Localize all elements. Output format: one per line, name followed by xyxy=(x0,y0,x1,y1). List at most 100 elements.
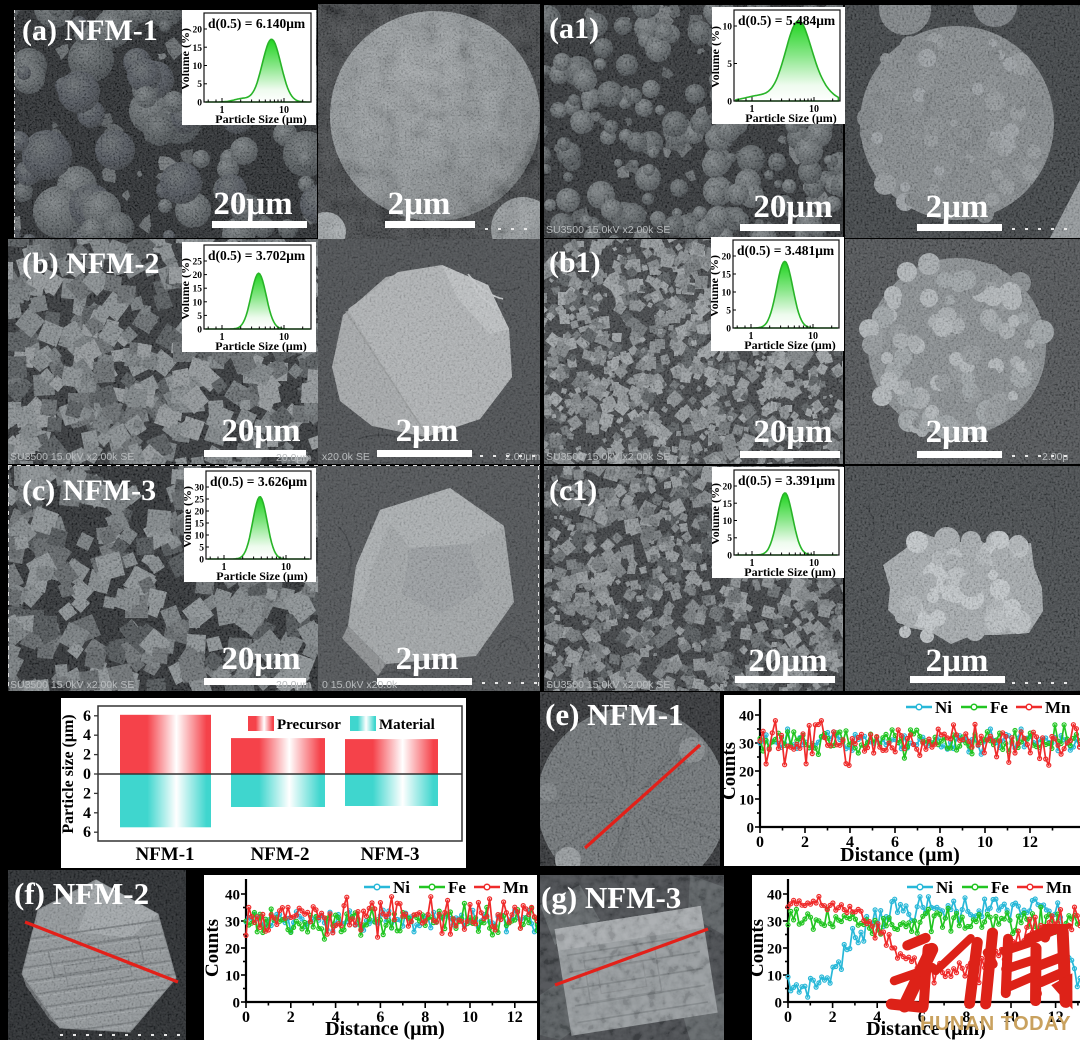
svg-text:30: 30 xyxy=(195,484,205,494)
svg-text:6: 6 xyxy=(83,708,91,725)
svg-text:20: 20 xyxy=(739,765,754,781)
svg-text:10: 10 xyxy=(722,289,732,299)
svg-text:20: 20 xyxy=(225,942,240,958)
svg-text:Volume (%): Volume (%) xyxy=(712,483,722,545)
svg-text:1: 1 xyxy=(750,558,755,569)
svg-text:10: 10 xyxy=(739,793,754,809)
svg-text:1: 1 xyxy=(220,105,225,116)
svg-text:Mn: Mn xyxy=(1046,878,1072,897)
svg-text:5: 5 xyxy=(727,534,732,544)
svg-text:0: 0 xyxy=(197,326,202,336)
svg-text:15: 15 xyxy=(722,271,732,281)
svg-text:10: 10 xyxy=(767,969,782,985)
svg-text:1: 1 xyxy=(222,562,227,573)
svg-text:d(0.5) = 3.626μm: d(0.5) = 3.626μm xyxy=(210,474,308,489)
svg-text:d(0.5) = 6.140μm: d(0.5) = 6.140μm xyxy=(208,16,306,31)
svg-text:2: 2 xyxy=(801,834,809,851)
svg-text:d(0.5) = 3.481μm: d(0.5) = 3.481μm xyxy=(737,243,835,258)
svg-text:Distance (μm): Distance (μm) xyxy=(325,1018,445,1040)
svg-text:Particle Size (μm): Particle Size (μm) xyxy=(744,565,835,578)
svg-text:0: 0 xyxy=(747,821,755,837)
svg-text:12: 12 xyxy=(1048,1009,1064,1026)
svg-text:6: 6 xyxy=(918,1009,926,1026)
svg-text:Particle size (μm): Particle size (μm) xyxy=(61,714,77,833)
svg-text:5: 5 xyxy=(197,80,202,90)
svg-text:Material: Material xyxy=(379,717,435,733)
svg-text:0: 0 xyxy=(727,98,732,108)
svg-text:Ni: Ni xyxy=(393,878,410,897)
svg-text:10: 10 xyxy=(225,969,240,985)
svg-text:Fe: Fe xyxy=(448,878,466,897)
svg-text:10: 10 xyxy=(279,105,289,116)
svg-text:25: 25 xyxy=(193,258,203,268)
svg-text:4: 4 xyxy=(846,834,854,851)
svg-text:0: 0 xyxy=(756,834,764,851)
svg-text:NFM-3: NFM-3 xyxy=(360,844,419,865)
svg-text:2: 2 xyxy=(83,785,91,802)
svg-text:Volume (%): Volume (%) xyxy=(184,486,194,548)
svg-text:0: 0 xyxy=(83,766,91,783)
svg-text:10: 10 xyxy=(193,298,203,308)
svg-text:10: 10 xyxy=(462,1009,478,1026)
svg-text:20: 20 xyxy=(722,253,732,263)
svg-text:5: 5 xyxy=(726,307,731,317)
svg-text:Ni: Ni xyxy=(936,878,953,897)
svg-text:10: 10 xyxy=(723,517,733,527)
svg-text:30: 30 xyxy=(739,737,754,753)
svg-text:2: 2 xyxy=(83,747,91,764)
svg-text:Mn: Mn xyxy=(1045,698,1071,717)
svg-text:Particle Size (μm): Particle Size (μm) xyxy=(745,111,836,124)
svg-text:10: 10 xyxy=(193,62,203,72)
svg-text:10: 10 xyxy=(809,104,819,115)
svg-text:d(0.5) = 5.484μm: d(0.5) = 5.484μm xyxy=(738,13,836,28)
svg-text:Precursor: Precursor xyxy=(277,717,341,733)
svg-text:Counts: Counts xyxy=(752,919,768,977)
svg-text:Counts: Counts xyxy=(724,742,740,800)
svg-text:Distance (μm): Distance (μm) xyxy=(866,1018,986,1040)
svg-text:40: 40 xyxy=(739,709,754,725)
svg-text:4: 4 xyxy=(873,1009,881,1026)
svg-text:Fe: Fe xyxy=(990,698,1008,717)
svg-text:6: 6 xyxy=(376,1009,384,1026)
svg-text:Volume (%): Volume (%) xyxy=(711,255,721,317)
svg-text:Particle Size (μm): Particle Size (μm) xyxy=(215,112,306,125)
svg-text:10: 10 xyxy=(977,834,993,851)
svg-text:Volume (%): Volume (%) xyxy=(182,258,192,320)
svg-text:1: 1 xyxy=(220,332,225,343)
svg-text:0: 0 xyxy=(784,1009,792,1026)
svg-text:10: 10 xyxy=(281,562,291,573)
svg-text:4: 4 xyxy=(83,727,91,744)
svg-text:0: 0 xyxy=(199,556,204,566)
svg-text:5: 5 xyxy=(727,60,732,70)
svg-text:10: 10 xyxy=(195,532,205,542)
svg-text:Ni: Ni xyxy=(935,698,952,717)
svg-text:20: 20 xyxy=(193,271,203,281)
svg-text:40: 40 xyxy=(225,888,240,904)
svg-text:25: 25 xyxy=(195,496,205,506)
svg-text:0: 0 xyxy=(233,996,241,1012)
svg-text:20: 20 xyxy=(767,942,782,958)
svg-text:6: 6 xyxy=(83,824,91,841)
svg-text:0: 0 xyxy=(727,552,732,562)
svg-text:NFM-2: NFM-2 xyxy=(250,844,309,865)
svg-text:15: 15 xyxy=(193,44,203,54)
svg-text:1: 1 xyxy=(750,104,755,115)
svg-text:0: 0 xyxy=(242,1009,250,1026)
svg-text:5: 5 xyxy=(199,544,204,554)
svg-text:d(0.5) = 3.702μm: d(0.5) = 3.702μm xyxy=(208,248,306,263)
svg-text:15: 15 xyxy=(195,520,205,530)
svg-text:12: 12 xyxy=(507,1009,523,1026)
svg-text:40: 40 xyxy=(767,888,782,904)
svg-text:Distance (μm): Distance (μm) xyxy=(840,844,960,866)
svg-text:Fe: Fe xyxy=(991,878,1009,897)
svg-text:0: 0 xyxy=(197,99,202,109)
svg-text:10: 10 xyxy=(1003,1009,1019,1026)
svg-text:Counts: Counts xyxy=(204,919,223,977)
svg-text:6: 6 xyxy=(891,834,899,851)
svg-text:1: 1 xyxy=(749,331,754,342)
svg-text:Particle Size (μm): Particle Size (μm) xyxy=(744,338,835,351)
svg-text:8: 8 xyxy=(962,1009,970,1026)
svg-text:Particle Size (μm): Particle Size (μm) xyxy=(215,339,306,352)
svg-text:15: 15 xyxy=(193,285,203,295)
svg-text:10: 10 xyxy=(808,331,818,342)
